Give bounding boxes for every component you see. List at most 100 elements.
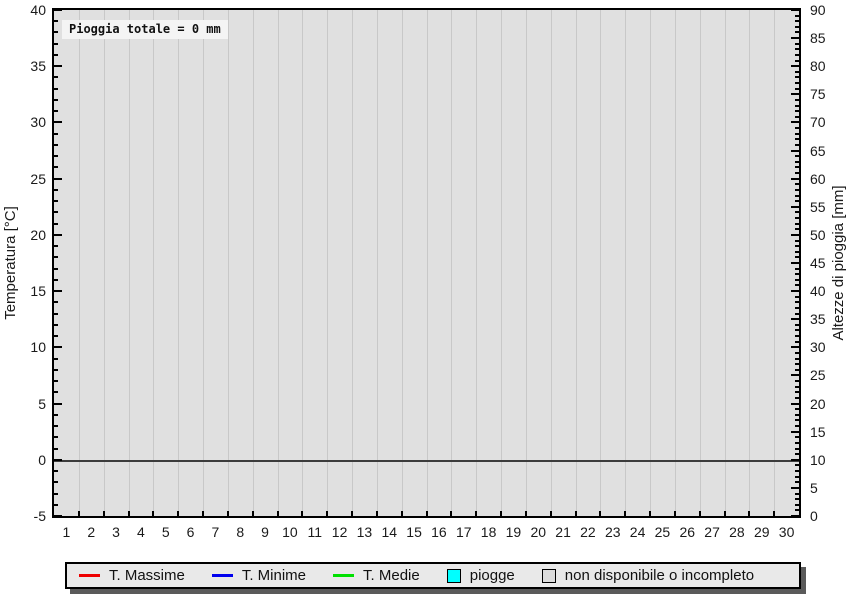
right-axis-minor-tick (795, 368, 799, 371)
left-axis-minor-tick (54, 256, 58, 259)
x-axis-day-label: 20 (530, 524, 547, 540)
left-axis-major-tick (54, 346, 62, 349)
right-axis-minor-tick (795, 385, 799, 388)
right-axis-minor-tick (795, 441, 799, 444)
x-axis-tick (524, 511, 527, 516)
x-axis-day-label: 6 (186, 524, 195, 540)
x-axis-tick (748, 511, 751, 516)
right-axis-tick-label: 15 (810, 423, 826, 440)
right-axis-major-tick (791, 65, 799, 68)
left-axis-tick-label: 40 (30, 2, 46, 18)
left-axis-major-tick (54, 290, 62, 293)
legend-item: T. Medie (333, 567, 420, 584)
right-axis-minor-tick (795, 306, 799, 309)
x-axis-tick (450, 511, 453, 516)
day-gridline (525, 10, 527, 516)
left-axis-minor-tick (54, 323, 58, 326)
right-axis-minor-tick (795, 396, 799, 399)
day-gridline (724, 10, 726, 516)
left-axis-minor-tick (54, 312, 58, 315)
x-axis-tick (475, 511, 478, 516)
x-axis-tick (276, 511, 279, 516)
right-axis-minor-tick (795, 14, 799, 17)
right-axis-minor-tick (795, 200, 799, 203)
right-axis-minor-tick (795, 357, 799, 360)
left-axis-minor-tick (54, 335, 58, 338)
x-axis-day-label: 14 (381, 524, 398, 540)
left-axis-minor-tick (54, 87, 58, 90)
left-axis-minor-tick (54, 31, 58, 34)
x-axis-day-label: 17 (455, 524, 472, 540)
x-axis-day-label: 19 (505, 524, 522, 540)
right-axis-minor-tick (795, 408, 799, 411)
left-axis-major-tick (54, 458, 62, 461)
x-axis-day-label: 25 (654, 524, 671, 540)
right-axis-minor-tick (795, 127, 799, 130)
right-axis-tick-label: 0 (810, 508, 818, 524)
x-axis-day-label: 26 (679, 524, 696, 540)
x-axis-day-label: 8 (236, 524, 245, 540)
legend-label: T. Medie (363, 567, 420, 584)
right-axis-minor-tick (795, 222, 799, 225)
right-axis-major-tick (791, 149, 799, 152)
day-gridline (352, 10, 353, 516)
legend-swatch-t-minime (211, 574, 233, 577)
right-axis-minor-tick (795, 59, 799, 62)
right-axis-major-tick (791, 177, 799, 180)
x-axis-day-label: 16 (431, 524, 447, 540)
day-gridline (451, 10, 453, 516)
right-axis-major-tick (791, 402, 799, 405)
right-axis-major-tick (791, 318, 799, 321)
left-axis-minor-tick (54, 53, 58, 56)
right-axis-minor-tick (795, 239, 799, 242)
right-axis-minor-tick (795, 267, 799, 270)
left-axis-tick-label: 35 (30, 58, 46, 75)
left-axis-tick-label: -5 (33, 508, 46, 524)
right-axis-minor-tick (795, 104, 799, 107)
day-gridline (575, 10, 577, 516)
left-axis-minor-tick (54, 413, 58, 416)
right-axis-tick-label: 50 (810, 226, 826, 243)
right-axis-minor-tick (795, 48, 799, 51)
right-axis-minor-tick (795, 447, 799, 450)
right-axis-minor-tick (795, 436, 799, 439)
x-axis-day-label: 9 (261, 524, 269, 540)
x-axis-tick (351, 511, 353, 516)
left-axis-minor-tick (54, 76, 58, 79)
right-axis-major-tick (791, 458, 799, 461)
right-axis-minor-tick (795, 217, 799, 220)
day-gridline (674, 10, 676, 516)
left-axis-minor-tick (54, 20, 58, 23)
legend-swatch-t-massime (79, 574, 100, 577)
right-axis-minor-tick (795, 284, 799, 287)
right-axis-minor-tick (795, 250, 799, 253)
left-axis-minor-tick (54, 425, 58, 428)
right-axis-minor-tick (795, 363, 799, 366)
right-axis-minor-tick (795, 475, 799, 478)
x-axis-day-label: 13 (356, 524, 373, 540)
x-axis-tick (152, 511, 155, 516)
right-axis-minor-tick (795, 110, 799, 113)
right-axis-minor-tick (795, 295, 799, 298)
left-axis-minor-tick (54, 436, 58, 439)
day-gridline (699, 10, 701, 516)
x-axis-tick (425, 511, 428, 516)
x-axis-day-label: 11 (307, 524, 323, 540)
day-gridline (227, 10, 229, 516)
left-axis-minor-tick (54, 368, 58, 371)
x-axis-tick (649, 511, 651, 516)
right-axis-minor-tick (795, 453, 799, 456)
day-gridline (178, 10, 180, 516)
x-axis-tick (698, 511, 701, 516)
left-axis-major-tick (54, 121, 62, 124)
x-axis-day-label: 12 (331, 524, 348, 540)
right-axis-minor-tick (795, 98, 799, 101)
right-axis-minor-tick (795, 76, 799, 79)
zero-temperature-line (54, 459, 799, 462)
right-axis-minor-tick (795, 188, 799, 191)
left-axis-minor-tick (54, 110, 58, 113)
x-axis-day-label: 3 (112, 524, 120, 540)
left-axis-major-tick (54, 65, 62, 68)
legend-swatch-non-disponibile (541, 568, 556, 583)
